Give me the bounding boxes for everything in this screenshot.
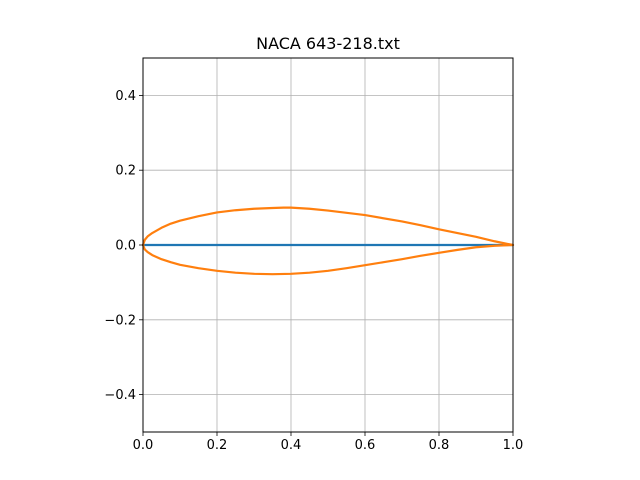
x-tick-label: 1.0 — [503, 438, 524, 453]
y-tick-label: 0.2 — [115, 164, 136, 179]
y-tick-label: 0.0 — [115, 239, 136, 254]
series-layer — [141, 206, 515, 276]
chart-title: NACA 643-218.txt — [256, 34, 400, 53]
airfoil-profile-line — [141, 206, 515, 276]
y-tick-label: −0.4 — [104, 388, 136, 403]
tick-layer: 0.0 0.2 0.4 0.6 0.8 1.0 −0.4 −0.2 0.0 0.2 0.4 — [104, 89, 523, 453]
x-tick-label: 0.4 — [281, 438, 302, 453]
y-tick-label: 0.4 — [115, 89, 136, 104]
x-tick-label: 0.0 — [133, 438, 154, 453]
x-tick-label: 0.8 — [429, 438, 450, 453]
x-tick-label: 0.2 — [207, 438, 228, 453]
y-tick-label: −0.2 — [104, 313, 136, 328]
x-tick-label: 0.6 — [355, 438, 376, 453]
